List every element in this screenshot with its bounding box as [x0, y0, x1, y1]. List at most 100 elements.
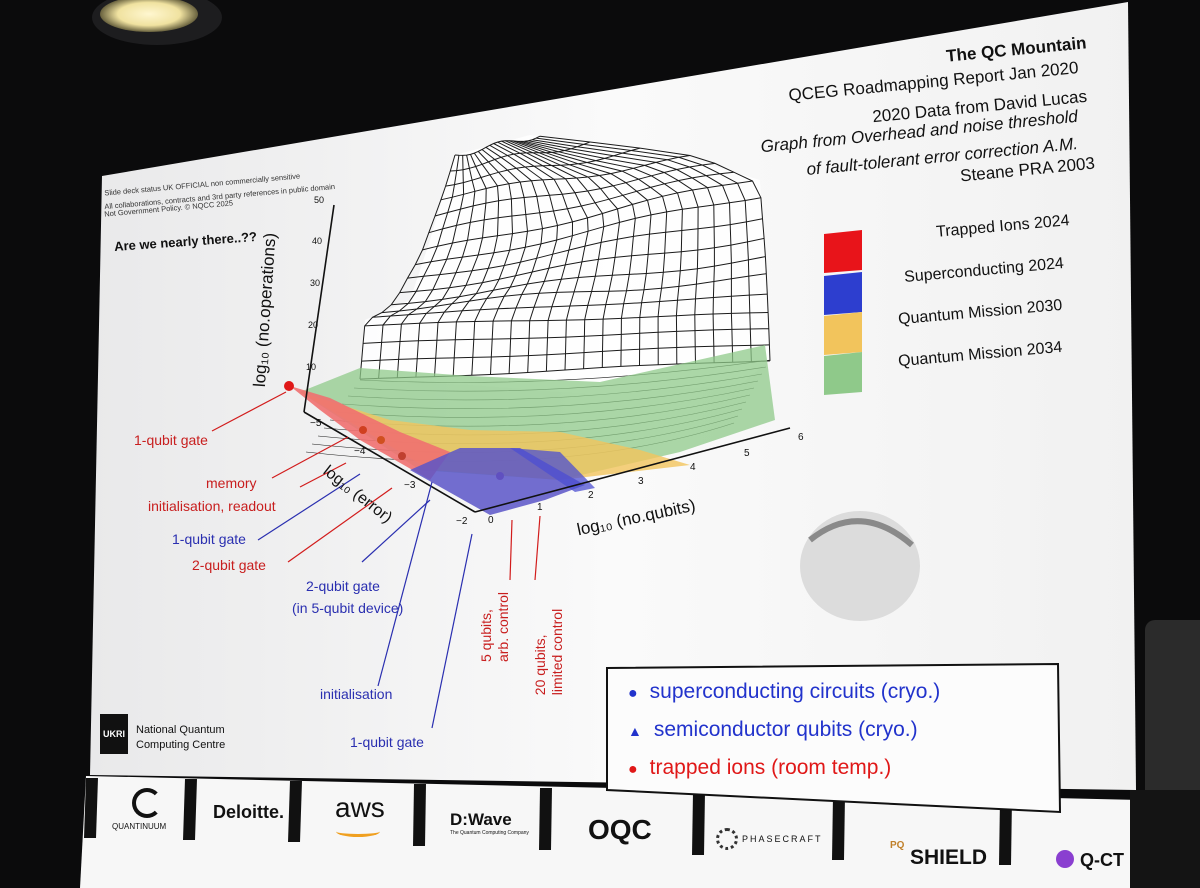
mesh-line	[539, 135, 771, 361]
mesh-line	[471, 151, 514, 376]
annotation-red-2qubit: 2-qubit gate	[192, 557, 266, 573]
superconducting-point	[496, 472, 504, 480]
mesh-line	[536, 137, 752, 362]
key-entry-superconducting: ● superconducting circuits (cryo.)	[628, 680, 940, 704]
annotation-5-qubits-line1: 5 qubits,	[478, 609, 495, 663]
nqcc-name-2: Computing Centre	[136, 739, 226, 751]
mesh-line	[493, 143, 574, 372]
axes	[303, 204, 791, 513]
mesh-line	[501, 140, 605, 369]
legend-swatch	[824, 230, 862, 273]
annotation-20-qubits-line1: 20 qubits,	[532, 634, 549, 696]
annotation-initialisation: initialisation	[320, 686, 393, 702]
mesh-line	[481, 149, 529, 375]
annotation-5-qubits: 5 qubits, arb. control	[478, 592, 512, 662]
qctrl-icon	[1056, 850, 1074, 868]
annotation-5-qubits-line2: arb. control	[495, 591, 512, 663]
qubits-tick-6: 6	[798, 432, 804, 443]
superconducting-dot-icon: ●	[628, 685, 638, 702]
z-tick-40: 40	[312, 236, 323, 246]
error-tick-5: −5	[310, 418, 322, 429]
z-tick-50: 50	[314, 195, 325, 205]
mesh-line	[485, 146, 544, 374]
key-entry-semiconductor: ▲ semiconductor qubits (cryo.)	[628, 718, 918, 742]
annotation-blue-1qubit: 1-qubit gate	[172, 531, 246, 547]
annotation-blue-1qubit-b: 1-qubit gate	[350, 734, 424, 750]
annotation-20-qubits-line2: limited control	[549, 608, 566, 696]
error-tick-4: −4	[354, 446, 366, 457]
region-quantum-mission-2030	[300, 392, 690, 480]
annotation-blue-2qubit: 2-qubit gate	[306, 578, 380, 594]
mesh-line	[520, 140, 683, 365]
z-tick-10: 10	[306, 362, 317, 372]
nqcc-name-1: National Quantum	[136, 724, 225, 736]
pqshield-logo: SHIELD	[910, 846, 988, 869]
phasecraft-logo: PHASECRAFT	[742, 834, 823, 844]
pqshield-pq: PQ	[890, 840, 905, 851]
qctrl-logo: Q-CT	[1080, 850, 1124, 870]
trapped-ion-point	[284, 381, 294, 391]
qubits-tick-4: 4	[690, 462, 696, 473]
deloitte-logo: Deloitte.	[213, 802, 285, 822]
annotation-20-qubits: 20 qubits, limited control	[532, 609, 566, 695]
annotation-arrows	[211, 391, 541, 729]
z-tick-20: 20	[308, 320, 319, 330]
legend-swatch	[824, 312, 862, 355]
mesh-line	[528, 140, 715, 363]
legend-swatch	[824, 272, 862, 315]
aws-smile-icon	[336, 826, 380, 837]
key-label-trapped-ions: trapped ions (room temp.)	[649, 756, 892, 779]
qubits-tick-3: 3	[638, 476, 644, 487]
quantinuum-logo: QUANTINUUM	[112, 822, 167, 831]
mesh-line	[359, 154, 456, 380]
mesh-line	[489, 144, 559, 373]
mountain-mesh	[305, 135, 771, 462]
semiconductor-triangle-icon: ▲	[628, 723, 642, 739]
mesh-line	[434, 154, 487, 377]
legend-swatches	[824, 230, 862, 395]
mesh-line	[452, 152, 500, 377]
chair-shadow	[1130, 790, 1200, 888]
region-superconducting-b	[510, 448, 595, 492]
ceiling-light	[100, 0, 198, 32]
trapped-ion-dot-icon: ●	[628, 761, 638, 778]
region-trapped-ions	[290, 386, 450, 480]
qubits-tick-2: 2	[588, 490, 594, 501]
phasecraft-icon	[716, 828, 738, 850]
mesh-line	[497, 141, 589, 371]
z-tick-30: 30	[310, 278, 321, 288]
annotation-init-readout: initialisation, readout	[148, 498, 276, 514]
annotation-blue-2qubit-sub: (in 5-qubit device)	[292, 600, 404, 616]
mesh-line	[516, 140, 668, 365]
annotation-memory: memory	[206, 475, 257, 491]
qubits-tick-5: 5	[744, 448, 750, 459]
sponsor-dividers	[84, 778, 1012, 865]
mesh-line	[415, 154, 476, 378]
qubits-tick-0: 0	[488, 515, 494, 526]
key-box	[606, 662, 1062, 814]
key-label-superconducting: superconducting circuits (cryo.)	[649, 680, 941, 703]
trapped-ion-point	[359, 426, 367, 434]
mesh-line	[508, 140, 636, 367]
mesh-line	[504, 140, 621, 368]
error-tick-3: −3	[404, 480, 416, 491]
mesh-line	[396, 155, 465, 378]
screen-dent-rim	[808, 518, 914, 548]
key-label-semiconductor: semiconductor qubits (cryo.)	[653, 718, 918, 741]
aws-logo: aws	[335, 792, 385, 823]
qubits-tick-1: 1	[537, 502, 543, 513]
mesh-line	[378, 155, 460, 379]
mesh-line	[524, 140, 699, 364]
annotation-red-1qubit: 1-qubit gate	[134, 432, 208, 448]
screen-dent	[800, 511, 920, 621]
key-entry-trapped-ions: ● trapped ions (room temp.)	[628, 756, 891, 780]
dwave-logo: D:Wave	[450, 810, 512, 829]
quantinuum-logo-mark	[132, 788, 162, 818]
ukri-logo: UKRI	[100, 714, 128, 754]
legend-swatch	[824, 352, 862, 395]
error-tick-2: −2	[456, 516, 468, 527]
trapped-ion-point	[377, 436, 385, 444]
mesh-line	[532, 139, 734, 363]
oqc-logo: OQC	[588, 814, 652, 845]
